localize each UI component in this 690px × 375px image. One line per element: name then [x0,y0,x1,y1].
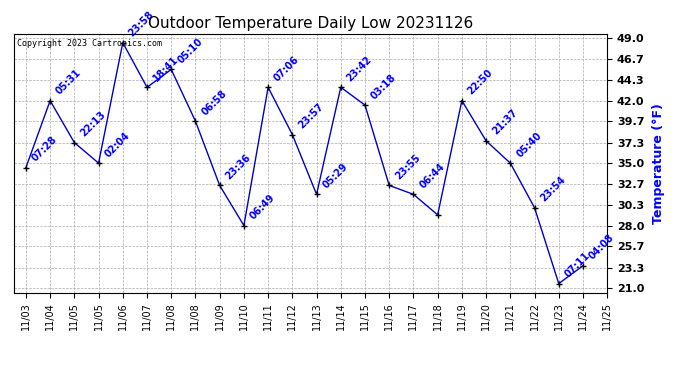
Text: 05:31: 05:31 [55,68,83,96]
Text: 02:04: 02:04 [103,130,132,159]
Text: 23:57: 23:57 [297,101,326,130]
Text: 05:10: 05:10 [175,36,204,65]
Text: 04:08: 04:08 [587,232,616,262]
Text: 21:37: 21:37 [491,108,520,136]
Y-axis label: Temperature (°F): Temperature (°F) [651,103,664,224]
Text: 23:36: 23:36 [224,152,253,181]
Text: 05:29: 05:29 [321,161,350,190]
Text: 07:28: 07:28 [30,134,59,164]
Text: 03:18: 03:18 [369,72,398,101]
Title: Outdoor Temperature Daily Low 20231126: Outdoor Temperature Daily Low 20231126 [148,16,473,31]
Text: 23:58: 23:58 [127,9,156,39]
Text: 07:06: 07:06 [273,54,302,83]
Text: 23:55: 23:55 [393,152,422,181]
Text: 22:50: 22:50 [466,68,495,96]
Text: 22:13: 22:13 [79,110,108,138]
Text: 06:49: 06:49 [248,192,277,221]
Text: 18:41: 18:41 [151,54,180,83]
Text: Copyright 2023 Cartronics.com: Copyright 2023 Cartronics.com [17,39,161,48]
Text: 07:11: 07:11 [563,251,592,279]
Text: 23:54: 23:54 [539,175,568,204]
Text: 05:40: 05:40 [515,130,544,159]
Text: 23:42: 23:42 [345,54,374,83]
Text: 06:44: 06:44 [417,161,446,190]
Text: 06:58: 06:58 [199,88,228,117]
